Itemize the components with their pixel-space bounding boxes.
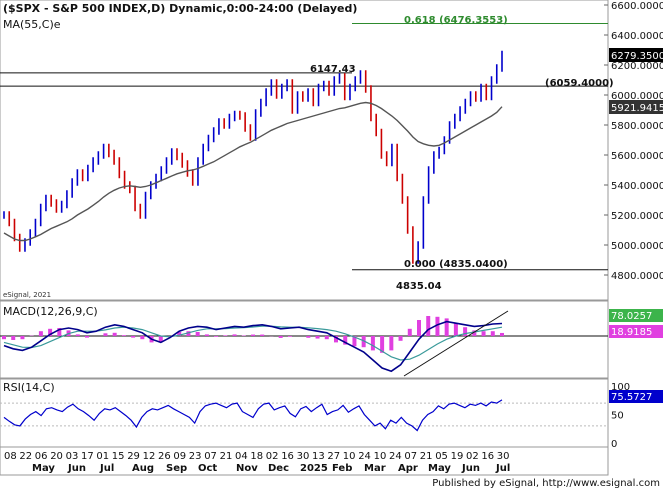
fib-0-annotation: 0.000 (4835.0400) (404, 259, 508, 270)
price-tick-label: 5200.0000 (611, 211, 663, 222)
ma-last-label: 5921.9415 (611, 103, 663, 114)
price-tick-label: 6400.0000 (611, 31, 663, 42)
macd-label: MACD(12,26,9,C) (3, 305, 98, 318)
publisher-label: Published by eSignal, http://www.esignal… (432, 478, 660, 489)
price-tick-label: 4800.0000 (611, 271, 663, 282)
macd-last-box (609, 309, 663, 322)
price-tick-label: 5400.0000 (611, 181, 663, 192)
rsi-last-box (609, 390, 663, 403)
rsi-axis: 0 50 100 (611, 382, 630, 450)
price-tick-label: 6000.0000 (611, 91, 663, 102)
month-label: Feb (332, 463, 352, 474)
chart-title: ($SPX - S&P 500 INDEX,D) Dynamic,0:00-24… (3, 2, 357, 15)
month-label: Jul (99, 463, 114, 474)
x-tick-label: 24 (389, 451, 402, 462)
macd-last-label: 78.0257 (611, 311, 652, 322)
price-axis: 4800.0000 5000.0000 5200.0000 5400.0000 5600… (604, 1, 663, 282)
month-label: May (428, 463, 451, 474)
x-tick-label: 24 (358, 451, 371, 462)
rsi-last-label: 75.5727 (611, 392, 652, 403)
rsi-tick-label: 100 (611, 382, 630, 393)
high-annotation: 6147.43 (310, 64, 356, 75)
x-tick-label: 22 (19, 451, 32, 462)
x-tick-label: 30 (297, 451, 310, 462)
macd-trendline (403, 310, 509, 377)
month-label: Dec (268, 463, 289, 474)
x-tick-label: 16 (481, 451, 494, 462)
x-tick-label: 07 (204, 451, 217, 462)
price-tick-label: 5000.0000 (611, 241, 663, 252)
macd-signal-line (3, 325, 503, 361)
x-tick-label: 04 (235, 451, 248, 462)
month-label: Mar (364, 463, 386, 474)
x-tick-label: 09 (173, 451, 186, 462)
fib-618-annotation: 0.618 (6476.3553) (404, 15, 508, 26)
x-tick-label: 21 (420, 451, 433, 462)
price-tick-label: 5800.0000 (611, 121, 663, 132)
last-price-box (609, 48, 663, 62)
x-tick-label: 27 (327, 451, 340, 462)
x-tick-label: 07 (404, 451, 417, 462)
x-tick-label: 02 (266, 451, 279, 462)
price-panel-frame (0, 0, 609, 301)
x-tick-label: 26 (158, 451, 171, 462)
copyright: eSignal, 2021 (3, 291, 51, 299)
x-tick-label: 03 (66, 451, 79, 462)
x-tick-label: 13 (312, 451, 325, 462)
time-axis: 08 22 06 20 03 17 01 15 29 12 26 09 23 07 21 04 18 02 16 30… (4, 451, 510, 474)
macd-line (3, 320, 503, 373)
last-price-label: 6279.3500 (611, 51, 663, 62)
x-tick-label: 18 (250, 451, 263, 462)
macd-plot (0, 310, 608, 377)
month-label: May (32, 463, 55, 474)
ma-label: MA(55,C)e (3, 18, 61, 31)
x-tick-label: 23 (189, 451, 202, 462)
time-axis-frame (0, 446, 609, 476)
price-tick-label: 6600.0000 (611, 1, 663, 12)
month-label: Aug (132, 463, 154, 474)
month-label: Apr (398, 463, 418, 474)
rsi-plot (0, 399, 608, 432)
price-tick-label: 5600.0000 (611, 151, 663, 162)
rsi-label: RSI(14,C) (3, 381, 55, 394)
price-tick-label: 6200.0000 (611, 61, 663, 72)
x-tick-label: 16 (281, 451, 294, 462)
x-tick-label: 15 (112, 451, 125, 462)
rsi-panel-frame (0, 378, 609, 448)
price-plot (0, 23, 608, 271)
month-label: Oct (198, 463, 217, 474)
x-tick-label: 06 (35, 451, 48, 462)
x-tick-label: 10 (374, 451, 387, 462)
rsi-tick-label: 0 (611, 439, 617, 450)
x-tick-label: 12 (143, 451, 156, 462)
x-tick-label: 08 (4, 451, 17, 462)
month-label: Sep (166, 463, 187, 474)
x-tick-label: 17 (81, 451, 94, 462)
month-label: Nov (236, 463, 258, 474)
hist-last-box (609, 325, 663, 338)
level-6059-annotation: (6059.4000) (545, 78, 614, 89)
rsi-line (3, 399, 503, 432)
month-label: Jul (495, 463, 510, 474)
month-label: Jun (461, 463, 480, 474)
month-label: Jun (67, 463, 86, 474)
hist-last-label: 18.9185 (611, 327, 652, 338)
ma-line (3, 101, 503, 242)
x-tick-label: 10 (343, 451, 356, 462)
x-tick-label: 21 (220, 451, 233, 462)
low-annotation: 4835.04 (396, 281, 442, 292)
month-label: 2025 (300, 463, 328, 474)
x-tick-label: 30 (497, 451, 510, 462)
x-tick-label: 05 (435, 451, 448, 462)
x-tick-label: 29 (127, 451, 140, 462)
x-tick-label: 01 (96, 451, 109, 462)
x-tick-label: 20 (50, 451, 63, 462)
x-tick-label: 19 (451, 451, 464, 462)
ma-last-box (609, 100, 663, 114)
rsi-tick-label: 50 (611, 411, 624, 422)
x-tick-label: 02 (466, 451, 479, 462)
macd-panel-frame (0, 300, 609, 379)
